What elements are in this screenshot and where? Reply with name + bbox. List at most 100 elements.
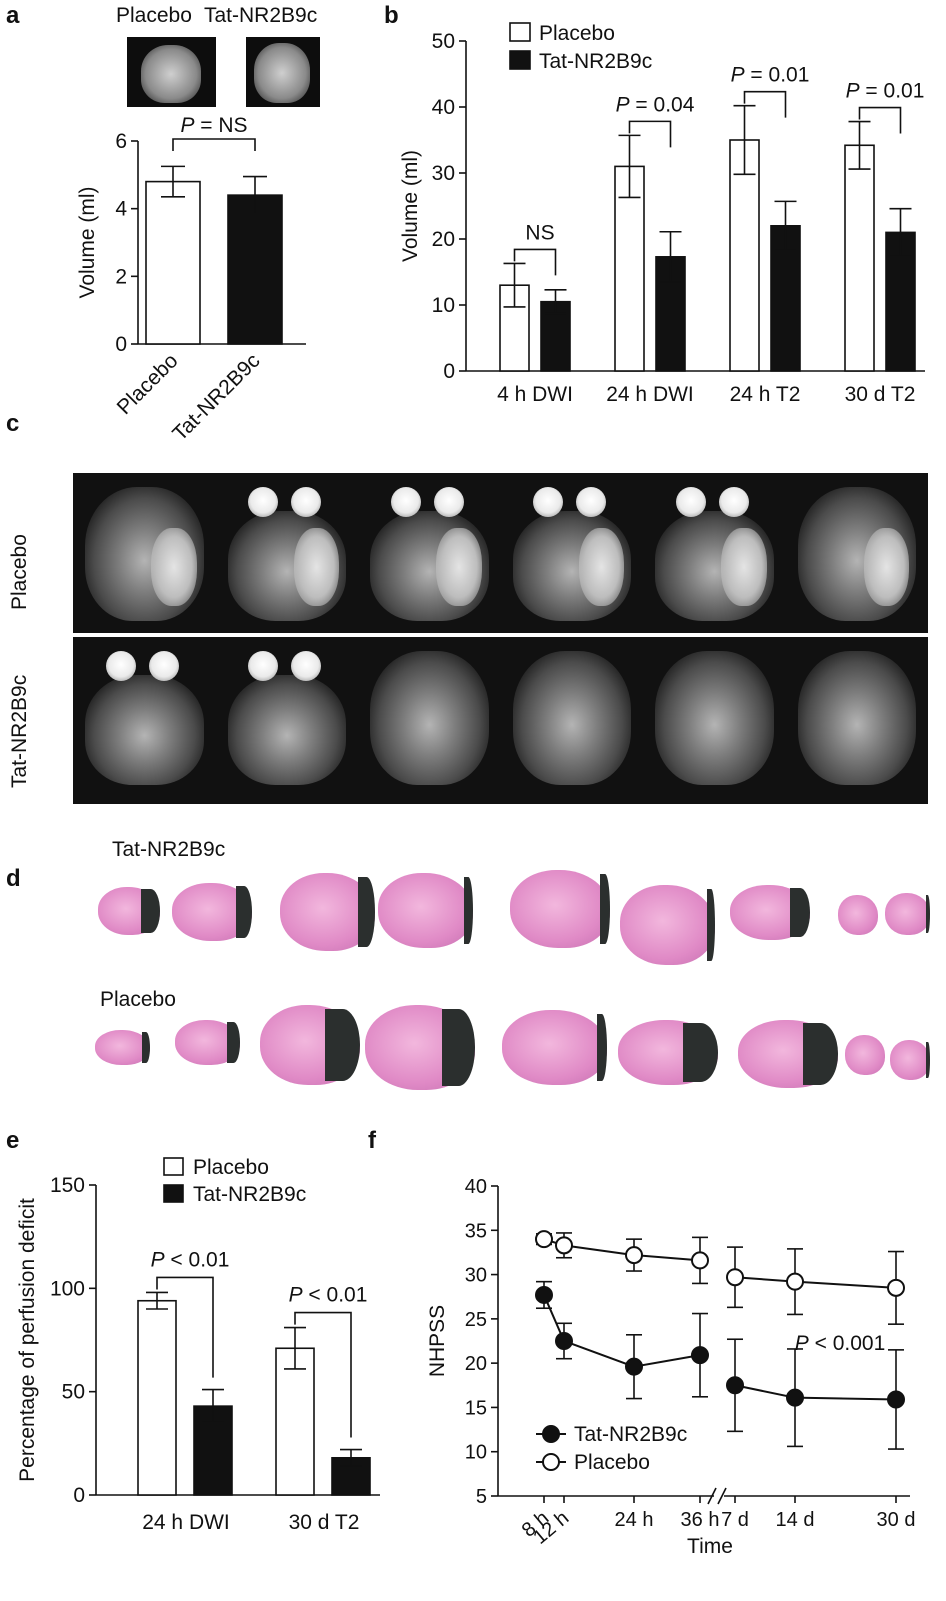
chart-b-bracket-3: [858, 106, 902, 134]
chart-e-y-tick-label-3: 150: [50, 1174, 85, 1197]
chart-b-legend-swatch-0: [509, 22, 531, 42]
chart-f-point-1-5: [786, 1272, 804, 1291]
chart-f-x-tick-label-5: 14 d: [776, 1509, 815, 1531]
eye-globe: [433, 487, 464, 517]
panel-letter-a: a: [6, 2, 20, 29]
chart-e: 0 50 100 150 Percentage of perfusion deficit…: [16, 1156, 380, 1534]
infarct-stain: [357, 876, 375, 948]
chart-f-y-tick-label-7: 40: [465, 1176, 487, 1198]
chart-f-y-label: NHPSS: [426, 1305, 449, 1377]
infarct-stain: [925, 895, 930, 933]
chart-f-point-0-4: [726, 1376, 744, 1395]
chart-f-point-1-1: [555, 1236, 573, 1255]
chart-a-p-label: P = NS: [180, 114, 247, 137]
panel-a-thumbnail-tat: [246, 37, 320, 107]
chart-f-point-1-6: [887, 1278, 905, 1297]
eye-globe: [248, 487, 279, 517]
chart-e-p-label-0: P < 0.01: [151, 1248, 230, 1271]
chart-a-y-label: Volume (ml): [76, 186, 99, 298]
chart-e-category-1: 30 d T2: [289, 1511, 360, 1534]
chart-e-category-0: 24 h DWI: [142, 1511, 230, 1534]
chart-e-legend-label-0: Placebo: [193, 1156, 269, 1179]
panel-d-row-label-tat: Tat-NR2B9c: [112, 838, 226, 861]
chart-f-line-1-0: [543, 1238, 701, 1262]
chart-a-bracket: [172, 138, 256, 151]
chart-e-y-tick-label-0: 0: [73, 1484, 85, 1507]
infarct-stain: [683, 1023, 718, 1082]
eye-globe: [390, 487, 421, 517]
chart-a-bar-1: [227, 194, 283, 345]
chart-f-line-1-1: [734, 1276, 897, 1289]
chart-e-y-tick-label-2: 100: [50, 1277, 85, 1300]
mri-strip-tat: [73, 637, 928, 804]
chart-b-p-label-2: P = 0.01: [731, 64, 810, 87]
chart-f-point-0-1: [555, 1332, 573, 1350]
chart-f-y-tick-label-2: 15: [465, 1397, 487, 1419]
chart-e-bar-0-0: [137, 1299, 177, 1496]
panel-c-row-label-placebo: Placebo: [8, 534, 31, 610]
eye-globe: [105, 651, 136, 681]
chart-e-legend-swatch-0: [163, 1157, 184, 1176]
infarct-lesion: [578, 528, 625, 606]
panel-letter-e: e: [6, 1127, 20, 1154]
mri-strip-placebo: [73, 473, 928, 633]
brain-section: [378, 873, 473, 948]
chart-e-bracket-0: [156, 1276, 214, 1378]
chart-f-point-0-2: [625, 1357, 643, 1376]
brain-section: [890, 1040, 930, 1080]
chart-f-y-tick-label-3: 20: [465, 1353, 487, 1375]
infarct-stain: [803, 1023, 838, 1085]
chart-b-y-label: Volume (ml): [399, 150, 422, 262]
chart-f-p-label: P < 0.001: [795, 1332, 886, 1355]
chart-b-bar-3-0: [844, 144, 875, 372]
chart-b-y-tick-label-3: 30: [432, 162, 455, 185]
chart-b-category-1: 24 h DWI: [606, 383, 694, 406]
chart-f-point-1-4: [726, 1268, 744, 1287]
mri-slice: [370, 651, 489, 785]
chart-a-y-tick-label-3: 6: [115, 130, 127, 153]
mri-slice: [85, 675, 204, 785]
chart-f-point-1-0: [535, 1230, 553, 1249]
panel-letter-b: b: [384, 2, 399, 29]
infarct-lesion: [721, 528, 767, 606]
chart-f-legend-label-1: Placebo: [574, 1451, 650, 1474]
infarct-stain: [926, 1042, 930, 1078]
chart-b-y-tick-label-2: 20: [432, 228, 455, 251]
histology-row-tat: [90, 865, 930, 965]
panel-a-image-label-placebo: Placebo: [116, 4, 192, 27]
brain-section: [838, 895, 878, 935]
chart-f-axis-break-2: [717, 1487, 727, 1505]
chart-f-y-tick-label-5: 30: [465, 1265, 487, 1287]
chart-b-bracket-2: [743, 90, 787, 118]
chart-f-x-label: Time: [687, 1535, 733, 1558]
infarct-lesion: [293, 528, 340, 606]
chart-f-axis-break-1: [707, 1487, 717, 1505]
chart-e-bar-1-0: [275, 1347, 315, 1496]
chart-e-legend-label-1: Tat-NR2B9c: [193, 1183, 306, 1206]
mri-slice: [655, 651, 774, 785]
brain-section: [95, 1030, 150, 1065]
chart-a-y-tick-label-2: 4: [115, 198, 127, 221]
brain-section: [502, 1010, 607, 1085]
chart-a-category-0: Placebo: [113, 349, 183, 419]
chart-f-legend-marker-0: [542, 1425, 560, 1443]
chart-f-x-tick-label-2: 24 h: [615, 1509, 654, 1531]
chart-b-legend-label-1: Tat-NR2B9c: [539, 50, 652, 73]
chart-a-y-tick-label-1: 2: [115, 265, 127, 288]
infarct-stain: [596, 1013, 607, 1082]
infarct-stain: [325, 1009, 360, 1081]
infarct-stain: [227, 1022, 240, 1063]
brain-section: [845, 1035, 885, 1075]
chart-f-x-tick-label-3: 36 h: [681, 1509, 720, 1531]
chart-b-legend-label-0: Placebo: [539, 22, 615, 45]
panel-letter-d: d: [6, 865, 21, 892]
panel-d-row-label-placebo: Placebo: [100, 988, 176, 1011]
infarct-lesion: [151, 528, 197, 606]
eye-globe: [675, 487, 706, 517]
infarct-stain: [463, 876, 473, 945]
chart-f-legend-marker-1: [542, 1453, 560, 1471]
chart-f-point-1-3: [691, 1251, 709, 1270]
chart-b-bracket-0: [513, 248, 557, 276]
